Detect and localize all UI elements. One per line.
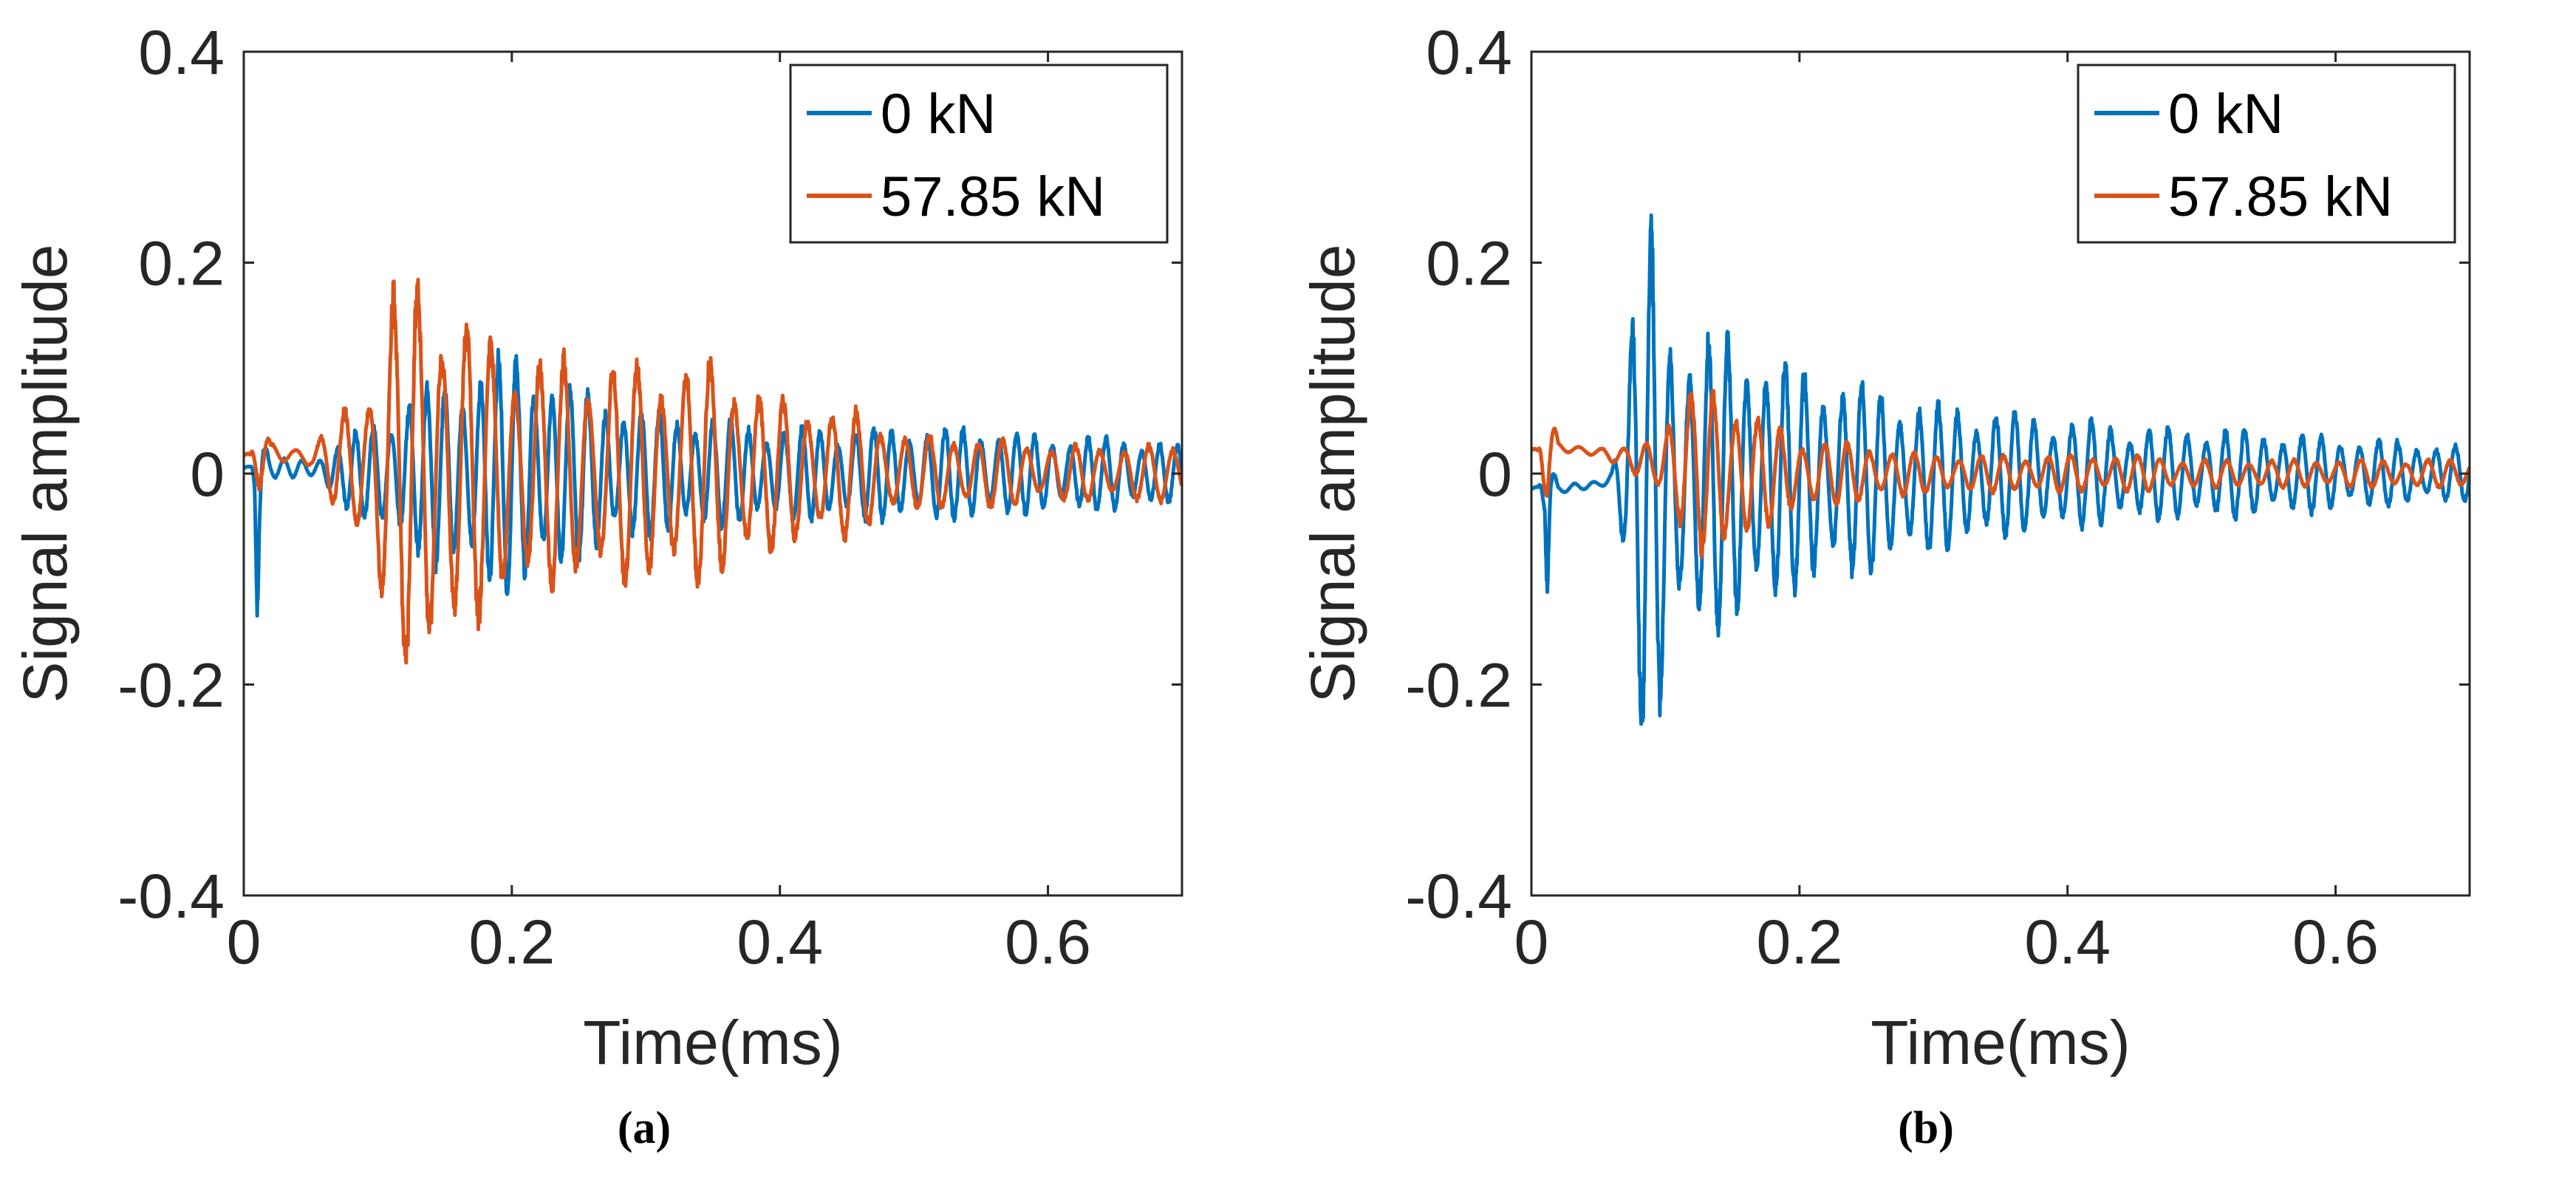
y-tick-label: -0.4 <box>117 861 225 931</box>
y-tick-label: -0.2 <box>117 651 225 720</box>
chart-panel-a: 0 0.2 0.4 0.6 -0.4 -0.2 0 0.2 0.4 Time(ms) Signal … <box>10 18 1183 1153</box>
legend-label: 0 kN <box>881 83 996 146</box>
x-tick-label: 0 <box>1514 907 1549 977</box>
y-tick-label: 0 <box>1477 440 1512 509</box>
chart-panel-b: 0 0.2 0.4 0.6 -0.4 -0.2 0 0.2 0.4 Time(ms) Signal … <box>1288 0 2575 1191</box>
x-tick-label: 0.2 <box>1756 907 1842 977</box>
legend-box <box>2077 64 2456 244</box>
y-tick-label: -0.2 <box>1405 651 1512 720</box>
y-axis-label: Signal amplitude <box>10 244 80 703</box>
legend-label: 57.85 kN <box>2168 165 2393 228</box>
y-tick-label: 0 <box>190 440 225 509</box>
y-tick-label: -0.4 <box>1405 861 1512 931</box>
x-tick-label: 0.6 <box>2292 907 2379 977</box>
y-axis-label: Signal amplitude <box>1298 244 1367 703</box>
series-line-orange <box>244 277 1182 665</box>
y-tick-label: 0.4 <box>1426 18 1512 87</box>
caption-b: (b) <box>1898 1103 1954 1153</box>
series-group <box>1531 213 2470 726</box>
series-line-orange <box>1531 389 2470 559</box>
legend-label: 0 kN <box>2168 83 2283 146</box>
legend-box <box>789 64 1169 244</box>
x-axis-label: Time(ms) <box>1870 1008 2130 1077</box>
x-tick-label: 0.6 <box>1005 907 1091 977</box>
x-tick-label: 0.4 <box>737 907 823 977</box>
x-tick-label: 0 <box>227 907 262 977</box>
x-tick-label: 0.2 <box>468 907 555 977</box>
y-tick-label: 0.4 <box>138 18 225 87</box>
caption-a: (a) <box>617 1103 672 1153</box>
series-group <box>244 277 1182 665</box>
y-tick-label: 0.2 <box>1426 229 1512 298</box>
chart-b: 0 0.2 0.4 0.6 -0.4 -0.2 0 0.2 0.4 Time(ms) Signal … <box>1298 18 2471 1077</box>
legend-label: 57.85 kN <box>881 165 1105 228</box>
chart-a: 0 0.2 0.4 0.6 -0.4 -0.2 0 0.2 0.4 Time(ms) Signal … <box>10 18 1183 1077</box>
x-tick-label: 0.4 <box>2024 907 2111 977</box>
y-tick-label: 0.2 <box>138 229 225 298</box>
x-axis-label: Time(ms) <box>583 1008 842 1077</box>
